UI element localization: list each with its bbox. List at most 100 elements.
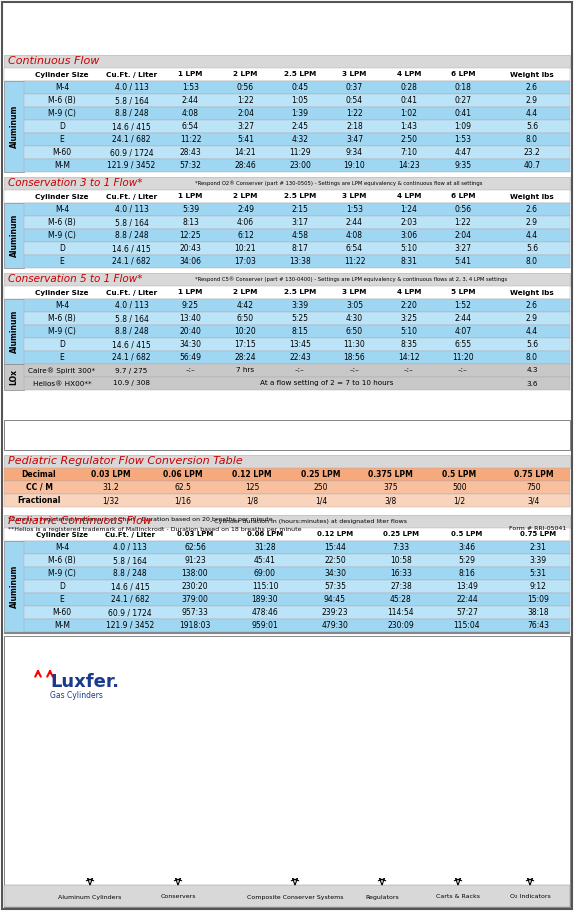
Text: 0:37: 0:37 <box>346 83 363 92</box>
Bar <box>24 216 570 229</box>
Bar <box>24 593 570 606</box>
Text: Regulators: Regulators <box>365 895 399 899</box>
Text: 17:15: 17:15 <box>235 340 257 349</box>
Text: 4.0 / 113: 4.0 / 113 <box>113 543 147 552</box>
Text: 189:30: 189:30 <box>251 595 278 604</box>
Bar <box>4 541 24 632</box>
Text: 3:05: 3:05 <box>346 301 363 310</box>
Text: Cylinder Size: Cylinder Size <box>35 290 89 295</box>
Text: M-9 (C): M-9 (C) <box>48 109 76 118</box>
Bar <box>4 528 570 541</box>
Text: –:–: –:– <box>295 367 305 374</box>
Bar <box>4 55 570 68</box>
Text: Decimal: Decimal <box>22 470 56 479</box>
Bar <box>4 636 570 907</box>
Text: 479:30: 479:30 <box>321 621 348 630</box>
Bar <box>4 177 570 190</box>
Text: 1 LPM: 1 LPM <box>179 290 203 295</box>
Bar <box>24 580 570 593</box>
Text: 23:00: 23:00 <box>289 161 311 170</box>
Text: 13:40: 13:40 <box>180 314 201 323</box>
Text: *Care is a registered trademark of Chart - Duration based on 20 breaths per minu: *Care is a registered trademark of Chart… <box>8 517 273 523</box>
Text: 24.1 / 682: 24.1 / 682 <box>113 257 151 266</box>
Text: 230:09: 230:09 <box>387 621 414 630</box>
Text: 9:34: 9:34 <box>346 148 363 157</box>
Text: 3 LPM: 3 LPM <box>342 193 367 200</box>
Text: 16:33: 16:33 <box>390 569 412 578</box>
Text: 9:25: 9:25 <box>182 301 199 310</box>
Text: LOx: LOx <box>10 369 18 385</box>
Text: 2.5 LPM: 2.5 LPM <box>284 290 316 295</box>
Text: 4:32: 4:32 <box>292 135 308 144</box>
Text: O₂ Indicators: O₂ Indicators <box>510 895 550 899</box>
Text: 4 LPM: 4 LPM <box>397 193 421 200</box>
Text: 60.9 / 1724: 60.9 / 1724 <box>108 608 152 617</box>
Text: 27:38: 27:38 <box>390 582 412 591</box>
Text: 3:17: 3:17 <box>292 218 308 227</box>
Text: M-60: M-60 <box>52 148 72 157</box>
Text: 1:22: 1:22 <box>455 218 471 227</box>
Text: 3:06: 3:06 <box>401 231 417 240</box>
Text: 1:24: 1:24 <box>401 205 417 214</box>
Bar <box>24 567 570 580</box>
Text: M-4: M-4 <box>55 543 69 552</box>
Bar <box>24 107 570 120</box>
Text: 1/8: 1/8 <box>246 496 258 505</box>
Text: 4.3: 4.3 <box>526 367 538 374</box>
Bar <box>24 338 570 351</box>
Text: 1:53: 1:53 <box>455 135 471 144</box>
Text: 13:38: 13:38 <box>289 257 311 266</box>
Text: CC / M: CC / M <box>25 483 52 492</box>
Text: 4.4: 4.4 <box>526 231 538 240</box>
Text: 6:54: 6:54 <box>182 122 199 131</box>
Text: 4 LPM: 4 LPM <box>397 71 421 77</box>
Text: 5:29: 5:29 <box>459 556 475 565</box>
Text: M-9 (C): M-9 (C) <box>48 327 76 336</box>
Bar <box>24 203 570 216</box>
Text: - Cylinder duration in (hours:minutes) at designated liter flows: - Cylinder duration in (hours:minutes) a… <box>210 519 407 524</box>
Bar <box>4 190 570 203</box>
Text: 0.12 LPM: 0.12 LPM <box>232 470 272 479</box>
Text: 10:20: 10:20 <box>235 327 257 336</box>
Text: 3/4: 3/4 <box>528 496 540 505</box>
Text: 38:18: 38:18 <box>527 608 549 617</box>
Text: 1:02: 1:02 <box>401 109 417 118</box>
Text: 4 LPM: 4 LPM <box>397 290 421 295</box>
Text: 13:49: 13:49 <box>456 582 478 591</box>
Text: 34:30: 34:30 <box>324 569 346 578</box>
Text: 1 LPM: 1 LPM <box>179 71 203 77</box>
Text: 375: 375 <box>383 483 398 492</box>
Text: **Helios is a registered trademark of Mallinckrodt - Duration based on 18 breath: **Helios is a registered trademark of Ma… <box>8 527 301 531</box>
Text: 500: 500 <box>452 483 467 492</box>
Text: Luxfer.: Luxfer. <box>50 673 119 691</box>
Text: 1/4: 1/4 <box>315 496 327 505</box>
Text: 8:13: 8:13 <box>182 218 199 227</box>
Text: E: E <box>60 595 64 604</box>
Text: M-M: M-M <box>54 621 70 630</box>
Bar <box>4 420 570 450</box>
Text: 2 LPM: 2 LPM <box>233 290 258 295</box>
Text: 2.5 LPM: 2.5 LPM <box>284 193 316 200</box>
Text: Conservers: Conservers <box>160 895 196 899</box>
Text: Weight lbs: Weight lbs <box>510 193 554 200</box>
Text: 957:33: 957:33 <box>181 608 208 617</box>
Bar <box>4 455 570 468</box>
Text: Weight lbs: Weight lbs <box>510 290 554 295</box>
Text: Cu.Ft. / Liter: Cu.Ft. / Liter <box>105 531 155 537</box>
Text: 94:45: 94:45 <box>324 595 346 604</box>
Text: 24.1 / 682: 24.1 / 682 <box>111 595 149 604</box>
Text: 24.1 / 682: 24.1 / 682 <box>113 135 151 144</box>
Text: 0:54: 0:54 <box>346 96 363 105</box>
Text: 6:50: 6:50 <box>237 314 254 323</box>
Text: 750: 750 <box>527 483 541 492</box>
Text: 8.8 / 248: 8.8 / 248 <box>115 231 148 240</box>
Text: M-6 (B): M-6 (B) <box>48 556 76 565</box>
Bar <box>4 68 570 81</box>
Text: Pediatric Continuous Flow: Pediatric Continuous Flow <box>8 517 152 527</box>
Bar <box>24 325 570 338</box>
Text: 0.03 LPM: 0.03 LPM <box>91 470 131 479</box>
Text: 3:27: 3:27 <box>237 122 254 131</box>
Text: Cu.Ft. / Liter: Cu.Ft. / Liter <box>106 71 157 77</box>
Text: 3:39: 3:39 <box>292 301 309 310</box>
Text: 2.6: 2.6 <box>526 83 538 92</box>
